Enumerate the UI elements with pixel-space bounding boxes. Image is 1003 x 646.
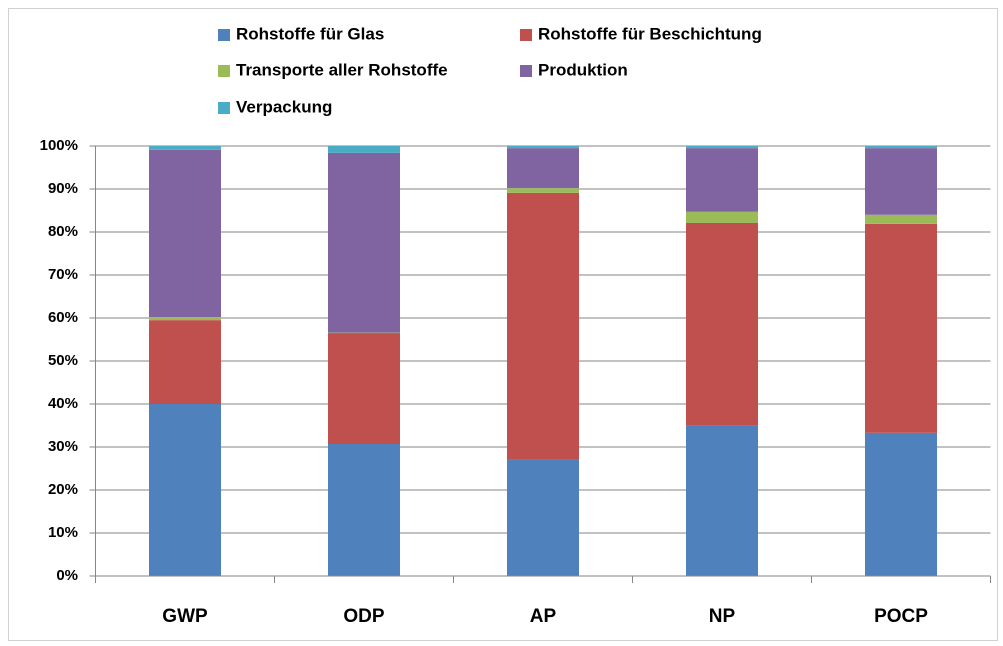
bar-segment xyxy=(328,333,400,444)
y-tick-label: 80% xyxy=(48,223,78,240)
bar-segment xyxy=(328,146,400,153)
bar-segment xyxy=(686,148,758,212)
y-tick-label: 0% xyxy=(56,567,78,584)
x-tick-label: NP xyxy=(709,606,736,627)
bar-segment xyxy=(149,146,221,150)
x-tick-label: GWP xyxy=(162,606,208,627)
y-tick-label: 10% xyxy=(48,524,78,541)
y-tick-label: 50% xyxy=(48,352,78,369)
legend-swatch xyxy=(218,29,230,41)
legend-swatch xyxy=(218,102,230,114)
bar-segment xyxy=(507,192,579,460)
y-tick-label: 70% xyxy=(48,266,78,283)
bar-segment xyxy=(149,149,221,318)
legend-swatch xyxy=(520,29,532,41)
bar-segment xyxy=(328,443,400,576)
bar-segment xyxy=(865,432,937,576)
bar-segment xyxy=(686,211,758,223)
bar-segment xyxy=(507,188,579,193)
y-tick-label: 100% xyxy=(40,137,78,154)
y-tick-label: 20% xyxy=(48,481,78,498)
bar-segment xyxy=(507,148,579,189)
legend-label: Rohstoffe für Glas xyxy=(236,24,384,43)
y-tick-label: 40% xyxy=(48,395,78,412)
x-tick-label: AP xyxy=(530,606,557,627)
bar-segment xyxy=(865,214,937,224)
legend-label: Produktion xyxy=(538,60,628,79)
legend-label: Rohstoffe für Beschichtung xyxy=(538,24,762,43)
bar-segment xyxy=(507,146,579,149)
x-tick-label: ODP xyxy=(343,606,385,627)
legend-swatch xyxy=(218,65,230,77)
bar-segment xyxy=(149,404,221,576)
x-tick-label: POCP xyxy=(874,606,928,627)
legend-swatch xyxy=(520,65,532,77)
bar-segment xyxy=(149,317,221,321)
y-tick-label: 30% xyxy=(48,438,78,455)
y-tick-label: 90% xyxy=(48,180,78,197)
legend-label: Transporte aller Rohstoffe xyxy=(236,60,448,79)
bar-segment xyxy=(865,223,937,433)
bar-segment xyxy=(686,222,758,426)
bar-segment xyxy=(865,148,937,215)
bar-segment xyxy=(149,320,221,404)
legend-label: Verpackung xyxy=(236,97,332,116)
bar-segment xyxy=(328,152,400,333)
bar-segment xyxy=(507,459,579,576)
bar-segment xyxy=(686,146,758,149)
bar-segment xyxy=(686,425,758,576)
y-tick-label: 60% xyxy=(48,309,78,326)
bar-segment xyxy=(865,146,937,149)
